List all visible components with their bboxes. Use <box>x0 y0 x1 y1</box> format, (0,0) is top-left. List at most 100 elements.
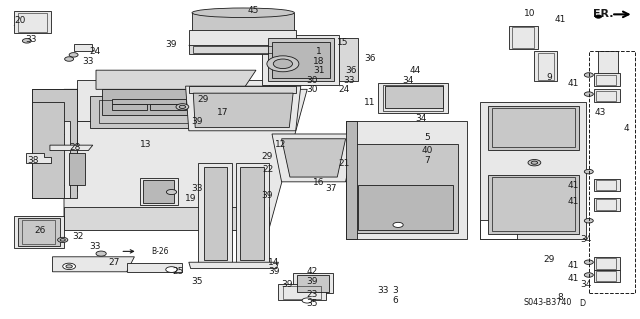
Text: 6: 6 <box>393 296 398 305</box>
Text: FR.: FR. <box>593 9 613 19</box>
Text: 8: 8 <box>557 293 563 302</box>
Circle shape <box>584 73 593 77</box>
Ellipse shape <box>192 8 294 18</box>
Text: 10: 10 <box>524 9 536 18</box>
Circle shape <box>584 273 593 277</box>
Polygon shape <box>355 144 458 233</box>
Polygon shape <box>32 89 77 191</box>
Polygon shape <box>52 257 134 272</box>
Text: 32: 32 <box>72 232 84 241</box>
Text: 34: 34 <box>580 280 591 289</box>
Text: 13: 13 <box>140 140 152 149</box>
Bar <box>297 275 329 292</box>
Polygon shape <box>282 139 346 177</box>
Circle shape <box>584 169 593 174</box>
Polygon shape <box>198 163 232 263</box>
Polygon shape <box>50 145 93 151</box>
Text: 29: 29 <box>198 95 209 104</box>
Text: 44: 44 <box>409 66 420 75</box>
Polygon shape <box>193 93 293 128</box>
Circle shape <box>176 104 189 110</box>
Bar <box>69 153 85 185</box>
Circle shape <box>65 57 74 61</box>
Text: 31: 31 <box>313 66 324 75</box>
Bar <box>492 177 575 231</box>
Circle shape <box>584 92 593 96</box>
Text: 3: 3 <box>393 286 398 295</box>
Circle shape <box>96 251 106 256</box>
Polygon shape <box>358 185 453 230</box>
Text: 34: 34 <box>580 235 591 244</box>
Bar <box>596 180 616 190</box>
Circle shape <box>595 15 602 18</box>
Polygon shape <box>509 26 538 49</box>
Circle shape <box>60 239 65 241</box>
Text: 12: 12 <box>275 140 286 149</box>
Text: 39: 39 <box>281 280 292 289</box>
Text: 38: 38 <box>28 156 39 165</box>
Text: 29: 29 <box>262 152 273 161</box>
Text: 39: 39 <box>191 117 203 126</box>
Text: 36: 36 <box>345 66 356 75</box>
Text: 5: 5 <box>425 133 430 142</box>
Bar <box>596 199 616 210</box>
Bar <box>22 220 55 244</box>
Polygon shape <box>268 38 334 81</box>
Text: 34: 34 <box>403 76 414 85</box>
Text: 1: 1 <box>316 47 321 56</box>
Circle shape <box>69 53 78 57</box>
Bar <box>492 108 575 147</box>
Text: 29: 29 <box>543 255 555 263</box>
Polygon shape <box>64 207 269 230</box>
Bar <box>278 284 326 300</box>
Bar <box>596 91 616 101</box>
Text: 11: 11 <box>364 98 376 107</box>
Polygon shape <box>594 270 620 282</box>
Polygon shape <box>236 163 269 263</box>
Text: 24: 24 <box>89 47 100 56</box>
Circle shape <box>166 267 177 272</box>
Text: 30: 30 <box>307 85 318 94</box>
Circle shape <box>22 39 31 43</box>
Bar <box>283 286 321 299</box>
Text: 37: 37 <box>326 184 337 193</box>
Text: 40: 40 <box>422 146 433 155</box>
Circle shape <box>179 105 186 108</box>
Polygon shape <box>598 51 618 77</box>
Text: 23: 23 <box>307 290 318 299</box>
Text: 16: 16 <box>313 178 324 187</box>
Polygon shape <box>339 38 358 81</box>
Polygon shape <box>26 153 51 163</box>
Polygon shape <box>192 13 294 32</box>
Bar <box>596 271 616 281</box>
Text: 30: 30 <box>307 76 318 85</box>
Circle shape <box>58 237 68 242</box>
Polygon shape <box>385 86 443 108</box>
Text: 28: 28 <box>70 143 81 152</box>
Bar <box>150 104 186 110</box>
Text: 41: 41 <box>567 79 579 88</box>
Circle shape <box>584 260 593 264</box>
Bar <box>383 85 443 111</box>
Text: 7: 7 <box>425 156 430 165</box>
Circle shape <box>267 56 299 72</box>
Text: 45: 45 <box>247 6 259 15</box>
Text: 33: 33 <box>343 76 355 85</box>
Bar <box>14 11 51 33</box>
Polygon shape <box>262 35 339 85</box>
Text: 43: 43 <box>595 108 606 117</box>
Text: 9: 9 <box>547 73 552 82</box>
Text: 41: 41 <box>567 197 579 206</box>
Circle shape <box>308 44 317 48</box>
Text: 35: 35 <box>191 277 203 286</box>
Text: 41: 41 <box>554 15 566 24</box>
Polygon shape <box>594 73 620 86</box>
Bar <box>18 218 60 246</box>
Text: 26: 26 <box>34 226 45 235</box>
Polygon shape <box>189 45 296 54</box>
Polygon shape <box>77 89 294 121</box>
Circle shape <box>531 161 538 164</box>
Bar <box>112 99 186 104</box>
Bar <box>18 13 47 32</box>
Text: D: D <box>579 299 586 308</box>
